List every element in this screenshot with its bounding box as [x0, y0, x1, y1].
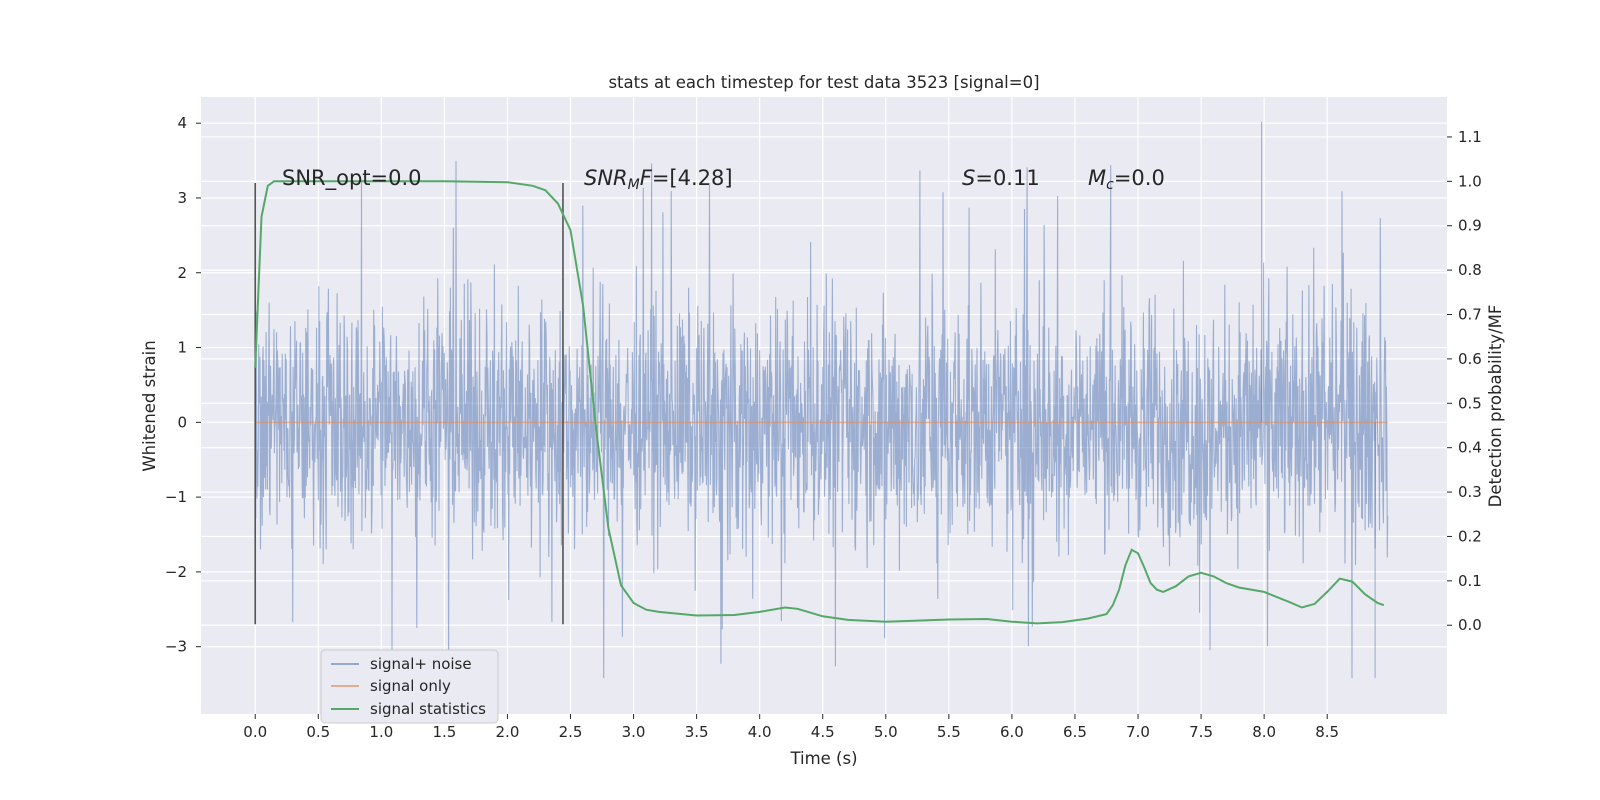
x-tick-label: 4.5 — [811, 723, 835, 741]
annotation-snr-mf-subscript: M — [628, 177, 640, 193]
y-tick-label: −1 — [165, 488, 187, 506]
y-right-tick-label: 0.6 — [1458, 350, 1482, 368]
chart-title: stats at each timestep for test data 352… — [608, 73, 1039, 92]
x-tick-label: 2.5 — [559, 723, 583, 741]
legend-label-signal-statistics: signal statistics — [370, 700, 486, 718]
y-right-tick-label: 0.3 — [1458, 483, 1482, 501]
x-tick-label: 1.0 — [369, 723, 393, 741]
x-tick-label: 6.5 — [1063, 723, 1087, 741]
annotation-snr-mf: SNRMF=[4.28] — [584, 166, 733, 193]
annotation-s-symbol: S — [962, 166, 975, 190]
annotation-mc-value: =0.0 — [1114, 166, 1165, 190]
marker-lines — [254, 183, 564, 625]
signal-noise-trace — [254, 160, 1389, 679]
x-tick-label: 3.5 — [685, 723, 709, 741]
y-right-tick-label: 0.8 — [1458, 261, 1482, 279]
y-tick-label: 4 — [177, 114, 187, 132]
y-tick-label: −2 — [165, 563, 187, 581]
x-tick-label: 2.0 — [496, 723, 520, 741]
x-tick-label: 0.0 — [243, 723, 267, 741]
y-tick-label: 0 — [177, 413, 187, 431]
x-tick-label: 1.5 — [432, 723, 456, 741]
y-right-tick-label: 1.1 — [1458, 128, 1482, 146]
y-right-tick-label: 0.5 — [1458, 394, 1482, 412]
annotation-s: S=0.11 — [962, 166, 1040, 190]
signal-noise-series — [254, 121, 1389, 679]
y-axis-label: Whitened strain — [140, 340, 159, 471]
x-tick-label: 4.0 — [748, 723, 772, 741]
legend-label-signal-only: signal only — [370, 677, 451, 695]
y-right-tick-label: 0.1 — [1458, 572, 1482, 590]
y-tick-labels: 4 3 2 1 0 −1 −2 −3 — [165, 114, 201, 656]
x-tick-label: 5.0 — [874, 723, 898, 741]
y-tick-label: 1 — [177, 339, 187, 357]
y-right-tick-label: 1.0 — [1458, 172, 1482, 190]
y-right-tick-labels: 1.1 1.0 0.9 0.8 0.7 0.6 0.5 0.4 0.3 0.2 0.1 0.0 — [1447, 128, 1482, 634]
y-tick-label: 3 — [177, 189, 187, 207]
x-tick-label: 3.0 — [622, 723, 646, 741]
y-right-tick-label: 0.0 — [1458, 616, 1482, 634]
x-tick-label: 8.5 — [1315, 723, 1339, 741]
annotation-mc: Mc=0.0 — [1088, 166, 1165, 193]
x-tick-label: 7.0 — [1126, 723, 1150, 741]
annotation-mc-subscript: c — [1106, 177, 1114, 193]
y-right-tick-label: 0.7 — [1458, 306, 1482, 324]
legend-label-signal-noise: signal+ noise — [370, 655, 472, 673]
x-tick-label: 5.5 — [937, 723, 961, 741]
annotation-snr-mf-symbol: SNR — [584, 166, 628, 190]
y-tick-label: 2 — [177, 264, 187, 282]
x-tick-labels: 0.0 0.5 1.0 1.5 2.0 2.5 3.0 3.5 4.0 4.5 5.0 5.5 6.0 6… — [243, 714, 1339, 741]
annotation-snr-mf-symbol2: F — [640, 166, 653, 190]
y-right-tick-label: 0.2 — [1458, 527, 1482, 545]
annotation-mc-symbol: M — [1088, 166, 1106, 190]
y-right-axis-label: Detection probability/MF — [1486, 305, 1505, 508]
y-tick-label: −3 — [165, 638, 187, 656]
x-tick-label: 7.5 — [1189, 723, 1213, 741]
annotation-snr-opt: SNR_opt=0.0 — [282, 166, 422, 191]
x-tick-label: 0.5 — [306, 723, 330, 741]
legend: signal+ noise signal only signal statist… — [320, 649, 499, 724]
x-axis-label: Time (s) — [789, 749, 857, 768]
annotation-snr-mf-value: =[4.28] — [652, 166, 733, 190]
y-right-tick-label: 0.4 — [1458, 439, 1482, 457]
y-right-tick-label: 0.9 — [1458, 217, 1482, 235]
signal-statistics-line — [254, 180, 1385, 625]
annotation-s-value: =0.11 — [975, 166, 1039, 190]
x-tick-label: 6.0 — [1000, 723, 1024, 741]
legend-box — [320, 649, 499, 724]
x-tick-label: 8.0 — [1252, 723, 1276, 741]
